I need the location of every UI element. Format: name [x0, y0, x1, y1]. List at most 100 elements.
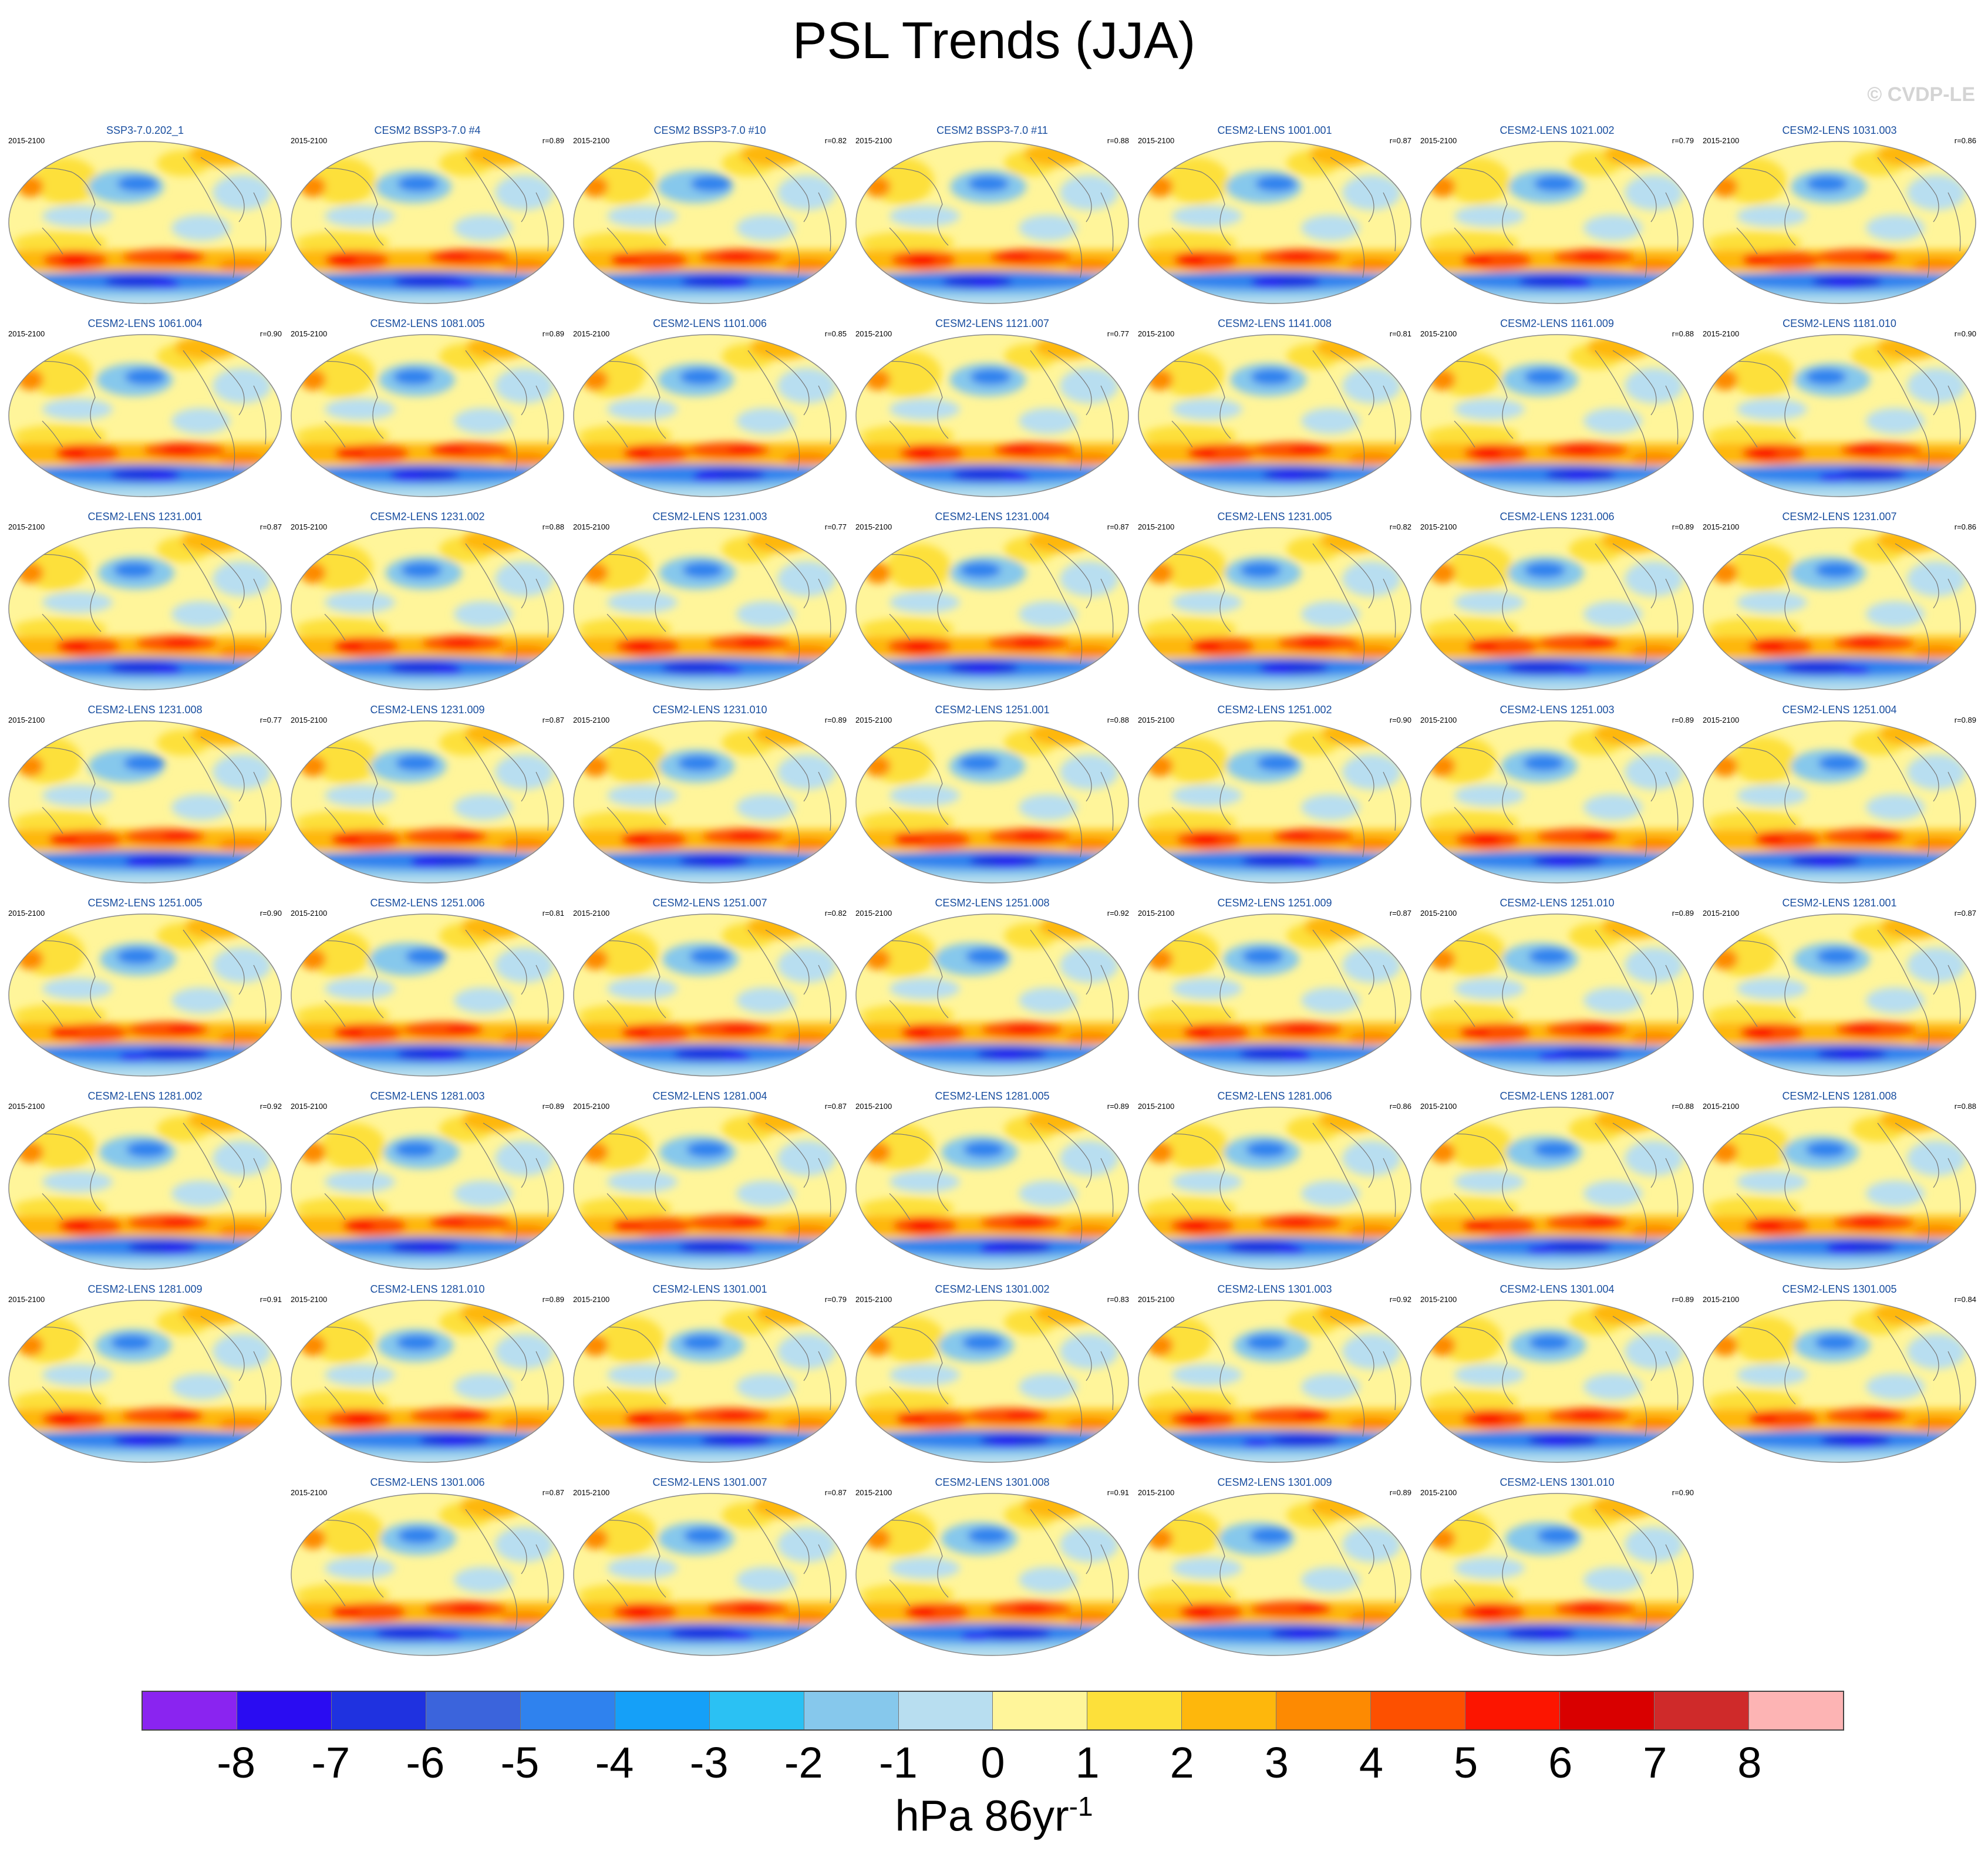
map-panel: CESM2-LENS 1231.005 2015-2100 r=0.82	[1137, 511, 1413, 693]
panel-title: CESM2-LENS 1281.010	[370, 1283, 485, 1295]
panel-correlation: r=0.89	[542, 136, 564, 145]
panel-title: CESM2-LENS 1301.001	[652, 1283, 767, 1295]
robinson-map	[1703, 527, 1976, 690]
panel-title: CESM2-LENS 1251.009	[1217, 897, 1332, 909]
watermark: © CVDP-LE	[1867, 83, 1975, 106]
panel-title: CESM2-LENS 1231.003	[652, 511, 767, 522]
map-panel: CESM2-LENS 1281.002 2015-2100 r=0.92	[7, 1090, 283, 1272]
map-panel: CESM2-LENS 1251.008 2015-2100 r=0.92	[854, 897, 1130, 1079]
panel-correlation: r=0.89	[542, 329, 564, 338]
robinson-map	[1420, 720, 1694, 884]
panel-correlation: r=0.90	[260, 909, 282, 918]
panel-title: SSP3-7.0.202_1	[106, 124, 184, 136]
panel-period: 2015-2100	[1138, 136, 1175, 145]
panel-period: 2015-2100	[1138, 716, 1175, 724]
panel-correlation: r=0.82	[1389, 522, 1411, 531]
panel-period: 2015-2100	[8, 909, 45, 918]
panel-title: CESM2-LENS 1251.005	[87, 897, 203, 909]
map-panel: CESM2-LENS 1281.005 2015-2100 r=0.89	[854, 1090, 1130, 1272]
panel-correlation: r=0.79	[1672, 136, 1694, 145]
map-panel: CESM2-LENS 1281.006 2015-2100 r=0.86	[1137, 1090, 1413, 1272]
panel-title: CESM2-LENS 1161.009	[1500, 318, 1614, 329]
panel-correlation: r=0.87	[260, 522, 282, 531]
panel-correlation: r=0.89	[1672, 522, 1694, 531]
colorbar-cell	[1465, 1692, 1561, 1729]
colorbar-tick-label: -8	[217, 1738, 256, 1787]
colorbar-cell	[804, 1692, 899, 1729]
map-panel: CESM2-LENS 1231.008 2015-2100 r=0.77	[7, 704, 283, 886]
map-panel: CESM2-LENS 1301.009 2015-2100 r=0.89	[1137, 1476, 1413, 1658]
panel-title: CESM2-LENS 1301.005	[1782, 1283, 1897, 1295]
colorbar-tick-label: -4	[595, 1738, 634, 1787]
panel-period: 2015-2100	[8, 1295, 45, 1304]
colorbar-cell	[520, 1692, 615, 1729]
panel-period: 2015-2100	[855, 1295, 892, 1304]
panel-title: CESM2-LENS 1301.009	[1217, 1476, 1332, 1488]
robinson-map	[573, 1107, 847, 1270]
robinson-map	[1420, 1493, 1694, 1656]
colorbar-cell	[1182, 1692, 1277, 1729]
colorbar-tick-label: 8	[1737, 1738, 1762, 1787]
panel-correlation: r=0.84	[1954, 1295, 1976, 1304]
robinson-map	[8, 141, 282, 304]
panel-period: 2015-2100	[1138, 1102, 1175, 1111]
robinson-map	[291, 1300, 564, 1463]
panel-title: CESM2-LENS 1251.006	[370, 897, 485, 909]
robinson-map	[8, 1300, 282, 1463]
colorbar-units: hPa 86yr-1	[0, 1790, 1988, 1841]
robinson-map	[8, 720, 282, 884]
map-panel: CESM2-LENS 1061.004 2015-2100 r=0.90	[7, 318, 283, 500]
panel-period: 2015-2100	[1703, 1295, 1740, 1304]
panel-title: CESM2-LENS 1301.008	[935, 1476, 1050, 1488]
panel-correlation: r=0.88	[1107, 716, 1129, 724]
panel-period: 2015-2100	[1138, 909, 1175, 918]
robinson-map	[573, 527, 847, 690]
panel-title: CESM2-LENS 1281.009	[87, 1283, 203, 1295]
panel-correlation: r=0.87	[1389, 136, 1411, 145]
panel-title: CESM2-LENS 1281.003	[370, 1090, 485, 1102]
panel-period: 2015-2100	[855, 136, 892, 145]
panel-correlation: r=0.90	[1672, 1488, 1694, 1497]
panel-period: 2015-2100	[1420, 1295, 1457, 1304]
robinson-map	[855, 141, 1129, 304]
panel-period: 2015-2100	[8, 329, 45, 338]
panel-title: CESM2-LENS 1141.008	[1218, 318, 1332, 329]
panel-correlation: r=0.86	[1954, 136, 1976, 145]
panel-title: CESM2-LENS 1001.001	[1217, 124, 1332, 136]
panel-title: CESM2-LENS 1231.004	[935, 511, 1050, 522]
panel-correlation: r=0.87	[824, 1102, 847, 1111]
map-panel: CESM2-LENS 1231.009 2015-2100 r=0.87	[289, 704, 565, 886]
colorbar-tick-label: 1	[1075, 1738, 1100, 1787]
panel-title: CESM2-LENS 1301.002	[935, 1283, 1050, 1295]
colorbar-cell	[1560, 1692, 1655, 1729]
map-panel: CESM2-LENS 1231.004 2015-2100 r=0.87	[854, 511, 1130, 693]
map-panel: CESM2-LENS 1231.006 2015-2100 r=0.89	[1419, 511, 1695, 693]
colorbar-tick-label: 5	[1453, 1738, 1478, 1787]
panel-title: CESM2-LENS 1251.002	[1217, 704, 1332, 716]
panel-correlation: r=0.87	[1954, 909, 1976, 918]
panel-correlation: r=0.88	[542, 522, 564, 531]
map-panel: CESM2-LENS 1281.008 2015-2100 r=0.88	[1701, 1090, 1977, 1272]
map-panel: CESM2-LENS 1251.005 2015-2100 r=0.90	[7, 897, 283, 1079]
panel-correlation: r=0.89	[1107, 1102, 1129, 1111]
panel-correlation: r=0.89	[1672, 1295, 1694, 1304]
colorbar-tick-label: 7	[1643, 1738, 1667, 1787]
panel-title: CESM2-LENS 1231.001	[87, 511, 203, 522]
map-panel: CESM2-LENS 1231.001 2015-2100 r=0.87	[7, 511, 283, 693]
map-panel: CESM2-LENS 1281.004 2015-2100 r=0.87	[572, 1090, 848, 1272]
panel-correlation: r=0.92	[260, 1102, 282, 1111]
map-panel: CESM2-LENS 1281.003 2015-2100 r=0.89	[289, 1090, 565, 1272]
colorbar-cell	[993, 1692, 1088, 1729]
colorbar-tick-label: -5	[500, 1738, 540, 1787]
panel-correlation: r=0.77	[260, 716, 282, 724]
map-panel: CESM2-LENS 1021.002 2015-2100 r=0.79	[1419, 124, 1695, 306]
robinson-map	[855, 334, 1129, 497]
panel-title: CESM2-LENS 1301.010	[1500, 1476, 1615, 1488]
robinson-map	[1420, 141, 1694, 304]
panel-title: CESM2-LENS 1251.010	[1500, 897, 1615, 909]
panel-title: CESM2-LENS 1251.001	[935, 704, 1050, 716]
colorbar-cell	[1371, 1692, 1466, 1729]
panel-correlation: r=0.87	[1389, 909, 1411, 918]
panel-period: 2015-2100	[573, 522, 610, 531]
map-panel: CESM2-LENS 1301.005 2015-2100 r=0.84	[1701, 1283, 1977, 1465]
